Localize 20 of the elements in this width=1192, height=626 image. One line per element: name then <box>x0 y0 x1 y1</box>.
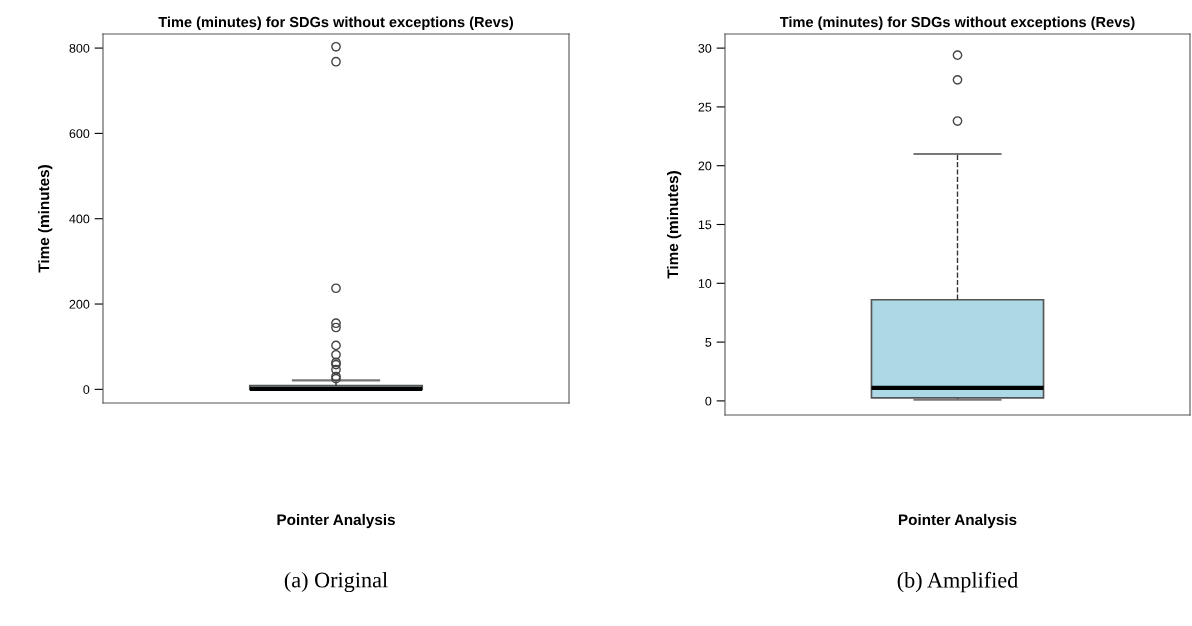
y-tick-label: 800 <box>69 43 90 53</box>
y-axis-title: Time (minutes) <box>38 165 53 273</box>
y-tick-label: 400 <box>69 214 90 224</box>
y-tick-label: 200 <box>69 299 90 309</box>
chart-title: Time (minutes) for SDGs without exceptions (Revs) <box>779 16 1135 31</box>
y-tick-label: 10 <box>698 279 712 288</box>
text: (b) Amplified <box>897 571 1019 593</box>
y-tick-label: 20 <box>698 161 712 171</box>
text: (a) Original <box>284 571 388 593</box>
y-tick-label: 600 <box>69 129 90 139</box>
y-tick-label: 30 <box>698 43 712 53</box>
y-tick-label: 15 <box>698 220 712 230</box>
y-tick-label: 0 <box>83 385 90 394</box>
y-tick-label: 25 <box>698 102 712 112</box>
x-axis-title: Pointer Analysis <box>898 513 1017 529</box>
y-tick-label: 5 <box>705 338 712 347</box>
y-tick-label: 0 <box>705 396 712 406</box>
y-axis-title: Time (minutes) <box>666 171 682 279</box>
chart-title: Time (minutes) for SDGs without exceptions (Revs) <box>158 16 514 31</box>
x-axis-title: Pointer Analysis <box>277 513 395 529</box>
